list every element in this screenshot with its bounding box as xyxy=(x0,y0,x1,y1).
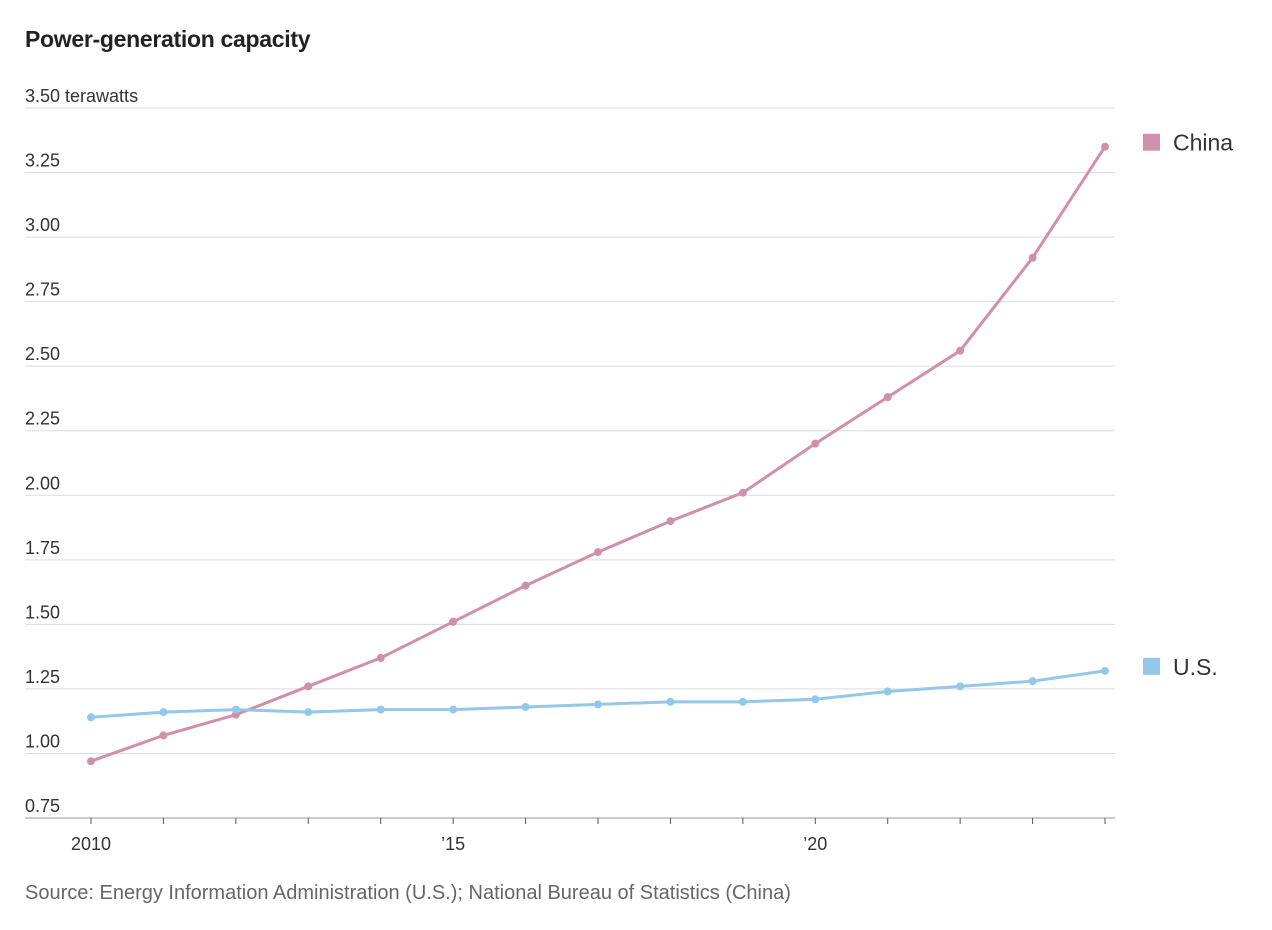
y-tick-label: 1.50 xyxy=(25,602,60,622)
legend-swatch xyxy=(1143,657,1160,675)
legend-label: China xyxy=(1173,130,1233,156)
data-point xyxy=(883,687,892,696)
y-tick-label: 2.25 xyxy=(25,409,60,429)
data-point xyxy=(159,731,168,740)
legend-label: U.S. xyxy=(1173,654,1218,680)
data-point xyxy=(521,702,530,711)
data-point xyxy=(87,713,95,722)
data-point xyxy=(956,682,965,691)
data-point xyxy=(1028,253,1037,262)
data-point xyxy=(1101,666,1109,675)
data-point xyxy=(231,705,240,714)
data-point xyxy=(738,488,747,497)
data-point xyxy=(594,700,602,709)
y-tick-label: 3.00 xyxy=(25,215,60,235)
source-note: Source: Energy Information Administratio… xyxy=(25,882,791,904)
y-tick-label: 1.25 xyxy=(25,667,60,687)
chart-title: Power-generation capacity xyxy=(25,26,311,52)
data-point xyxy=(521,581,530,590)
data-point xyxy=(376,705,385,714)
x-tick-label: 2010 xyxy=(71,834,111,854)
y-tick-label: 3.25 xyxy=(25,151,60,171)
y-tick-label: 3.50 terawatts xyxy=(25,86,138,106)
y-tick-label: 0.75 xyxy=(25,796,60,816)
data-point xyxy=(304,682,313,691)
data-point xyxy=(449,617,458,626)
data-point xyxy=(666,697,675,706)
data-point xyxy=(956,346,965,355)
y-tick-label: 2.75 xyxy=(25,280,60,300)
data-point xyxy=(666,517,675,526)
x-tick-label: ’15 xyxy=(441,834,465,854)
data-point xyxy=(811,695,820,704)
x-tick-label: ’20 xyxy=(803,834,827,854)
data-point xyxy=(1028,677,1037,686)
y-tick-label: 2.50 xyxy=(25,344,60,364)
data-point xyxy=(304,708,313,717)
y-tick-label: 2.00 xyxy=(25,473,60,493)
data-point xyxy=(594,548,602,557)
data-point xyxy=(811,439,820,448)
series-line-U.S. xyxy=(90,669,1106,719)
data-point xyxy=(1101,142,1109,151)
data-point xyxy=(738,697,747,706)
data-point xyxy=(87,757,95,766)
data-point xyxy=(883,393,892,402)
data-point xyxy=(449,705,458,714)
y-tick-label: 1.00 xyxy=(25,731,60,751)
data-point xyxy=(159,708,168,717)
data-point xyxy=(376,653,385,662)
legend-swatch xyxy=(1143,133,1160,151)
y-tick-label: 1.75 xyxy=(25,538,60,558)
series-line-China xyxy=(90,145,1107,763)
